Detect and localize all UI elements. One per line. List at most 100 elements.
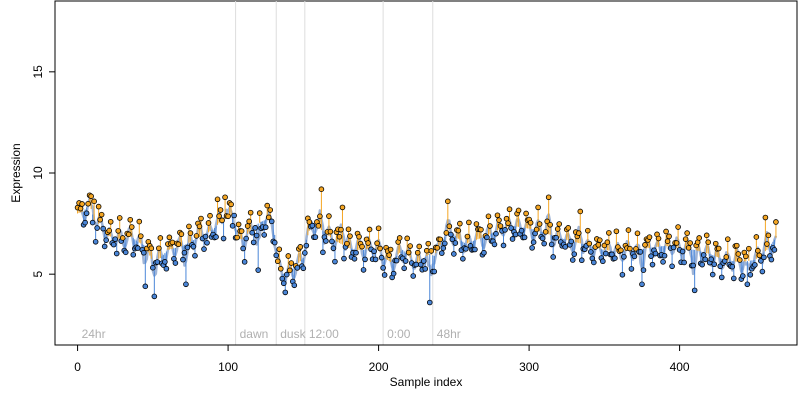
x-tick-label: 100 [218, 360, 238, 374]
data-point [685, 245, 692, 251]
data-point [202, 233, 209, 240]
data-point [163, 265, 170, 272]
data-point [330, 245, 337, 252]
data-point [612, 255, 618, 261]
data-point [150, 264, 156, 271]
data-point [103, 237, 109, 243]
data-point [413, 261, 420, 268]
data-point [154, 259, 161, 265]
data-point [339, 204, 346, 211]
data-point [229, 223, 236, 229]
data-point [733, 242, 740, 249]
data-point [267, 207, 274, 213]
data-point [291, 282, 298, 289]
data-point [142, 283, 149, 290]
data-point [246, 218, 252, 225]
data-point [151, 293, 158, 300]
data-point [505, 220, 511, 226]
data-point [443, 230, 450, 236]
data-point [663, 228, 669, 235]
data-point [518, 227, 525, 234]
data-point [213, 234, 219, 240]
data-point [297, 244, 304, 250]
data-point [431, 268, 438, 275]
data-point [746, 245, 752, 252]
data-point [166, 234, 173, 241]
data-point [238, 228, 245, 234]
data-point [729, 263, 736, 270]
data-point [181, 249, 188, 256]
data-point [493, 230, 499, 237]
data-point [279, 275, 286, 282]
data-point [550, 254, 556, 260]
data-point [95, 203, 102, 210]
data-point [89, 219, 96, 226]
data-point [670, 244, 677, 251]
data-point [285, 253, 292, 259]
data-point [542, 229, 549, 235]
data-point [217, 207, 224, 213]
data-point [122, 249, 129, 256]
data-point [323, 238, 329, 244]
data-point [764, 241, 770, 247]
data-point [180, 256, 186, 263]
data-point [247, 209, 254, 216]
data-point [127, 216, 134, 223]
data-point [91, 198, 97, 205]
data-point [457, 220, 463, 227]
data-point [648, 253, 654, 259]
data-point [148, 245, 155, 252]
data-point [631, 253, 638, 260]
data-point [317, 213, 323, 220]
data-point [669, 263, 675, 270]
data-point [235, 221, 242, 228]
data-point [502, 227, 508, 233]
data-point [243, 235, 249, 242]
data-point [765, 232, 772, 239]
data-point [440, 245, 447, 251]
data-point [747, 271, 754, 278]
data-point [402, 258, 409, 264]
data-point [496, 217, 502, 223]
data-point [508, 225, 514, 231]
data-point [353, 249, 359, 256]
data-point [628, 266, 635, 272]
data-point [228, 201, 234, 208]
data-point [434, 245, 441, 251]
data-point [466, 219, 472, 226]
data-point [464, 233, 471, 240]
y-tick-label: 10 [31, 166, 45, 180]
data-point [621, 253, 627, 260]
data-point [374, 240, 380, 247]
data-point [679, 248, 686, 255]
data-point [702, 256, 708, 263]
data-point [326, 213, 332, 219]
data-point [175, 241, 182, 248]
region-label: 12:00 [309, 327, 339, 341]
data-point [113, 250, 120, 257]
data-point [130, 251, 137, 258]
data-point [201, 246, 207, 252]
data-point [338, 226, 344, 233]
data-point [183, 281, 189, 288]
data-point [359, 243, 365, 250]
data-point [276, 246, 283, 253]
data-point [547, 222, 553, 228]
data-point [472, 246, 478, 253]
data-point [595, 242, 602, 248]
data-point [613, 228, 620, 235]
data-point [192, 252, 198, 259]
data-point [222, 194, 228, 201]
data-point [691, 287, 698, 294]
data-point [79, 201, 85, 207]
data-point [762, 214, 769, 221]
data-point [604, 239, 611, 246]
data-point [649, 261, 656, 268]
data-point [562, 244, 569, 250]
data-point [172, 260, 179, 266]
data-point [588, 249, 594, 255]
data-point [244, 223, 251, 229]
data-point [523, 210, 529, 217]
data-point [219, 217, 225, 224]
data-point [280, 280, 287, 287]
